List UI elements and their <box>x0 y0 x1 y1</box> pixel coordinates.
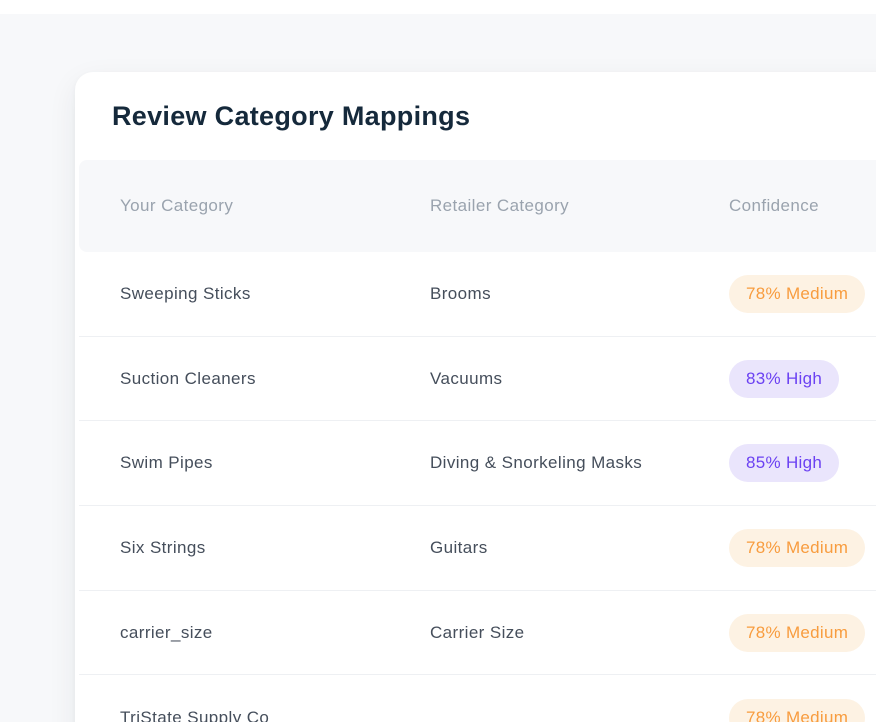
column-header-retailer-category: Retailer Category <box>430 196 570 215</box>
table-header-row: Your Category Retailer Category Confiden… <box>79 160 876 252</box>
table-row[interactable]: Six Strings Guitars 78% Medium <box>79 506 876 591</box>
confidence-badge: 78% Medium <box>729 274 866 313</box>
table-row[interactable]: Sweeping Sticks Brooms 78% Medium <box>79 252 876 337</box>
column-header-your-category: Your Category <box>120 196 234 215</box>
cell-your-category: Swim Pipes <box>120 453 213 473</box>
table-row[interactable]: TriState Supply Co 78% Medium <box>79 675 876 722</box>
card-header: Review Category Mappings <box>75 72 876 160</box>
cell-retailer-category: Diving & Snorkeling Masks <box>430 453 643 473</box>
cell-retailer-category: Carrier Size <box>430 622 525 642</box>
page-title: Review Category Mappings <box>112 100 471 131</box>
cell-retailer-category: Vacuums <box>430 368 503 388</box>
confidence-badge: 78% Medium <box>729 698 866 722</box>
confidence-badge: 85% High <box>729 444 840 483</box>
confidence-badge: 83% High <box>729 359 840 398</box>
category-mappings-table: Your Category Retailer Category Confiden… <box>79 160 876 722</box>
cell-your-category: carrier_size <box>120 622 213 642</box>
cell-your-category: Suction Cleaners <box>120 368 256 388</box>
table-body: Sweeping Sticks Brooms 78% Medium Suctio… <box>79 252 876 722</box>
confidence-badge: 78% Medium <box>729 613 866 652</box>
cell-your-category: TriState Supply Co <box>120 707 270 722</box>
column-header-confidence: Confidence <box>729 196 820 215</box>
confidence-badge: 78% Medium <box>729 528 866 567</box>
cell-retailer-category: Brooms <box>430 283 491 303</box>
table-row[interactable]: Suction Cleaners Vacuums 83% High <box>79 336 876 422</box>
table-row[interactable]: Swim Pipes Diving & Snorkeling Masks 85%… <box>79 421 876 507</box>
cell-your-category: Sweeping Sticks <box>120 283 251 303</box>
table-row[interactable]: carrier_size Carrier Size 78% Medium <box>79 590 876 676</box>
cell-retailer-category: Guitars <box>430 537 488 557</box>
review-mappings-card: Review Category Mappings Your Category R… <box>75 72 876 722</box>
cell-your-category: Six Strings <box>120 537 206 557</box>
